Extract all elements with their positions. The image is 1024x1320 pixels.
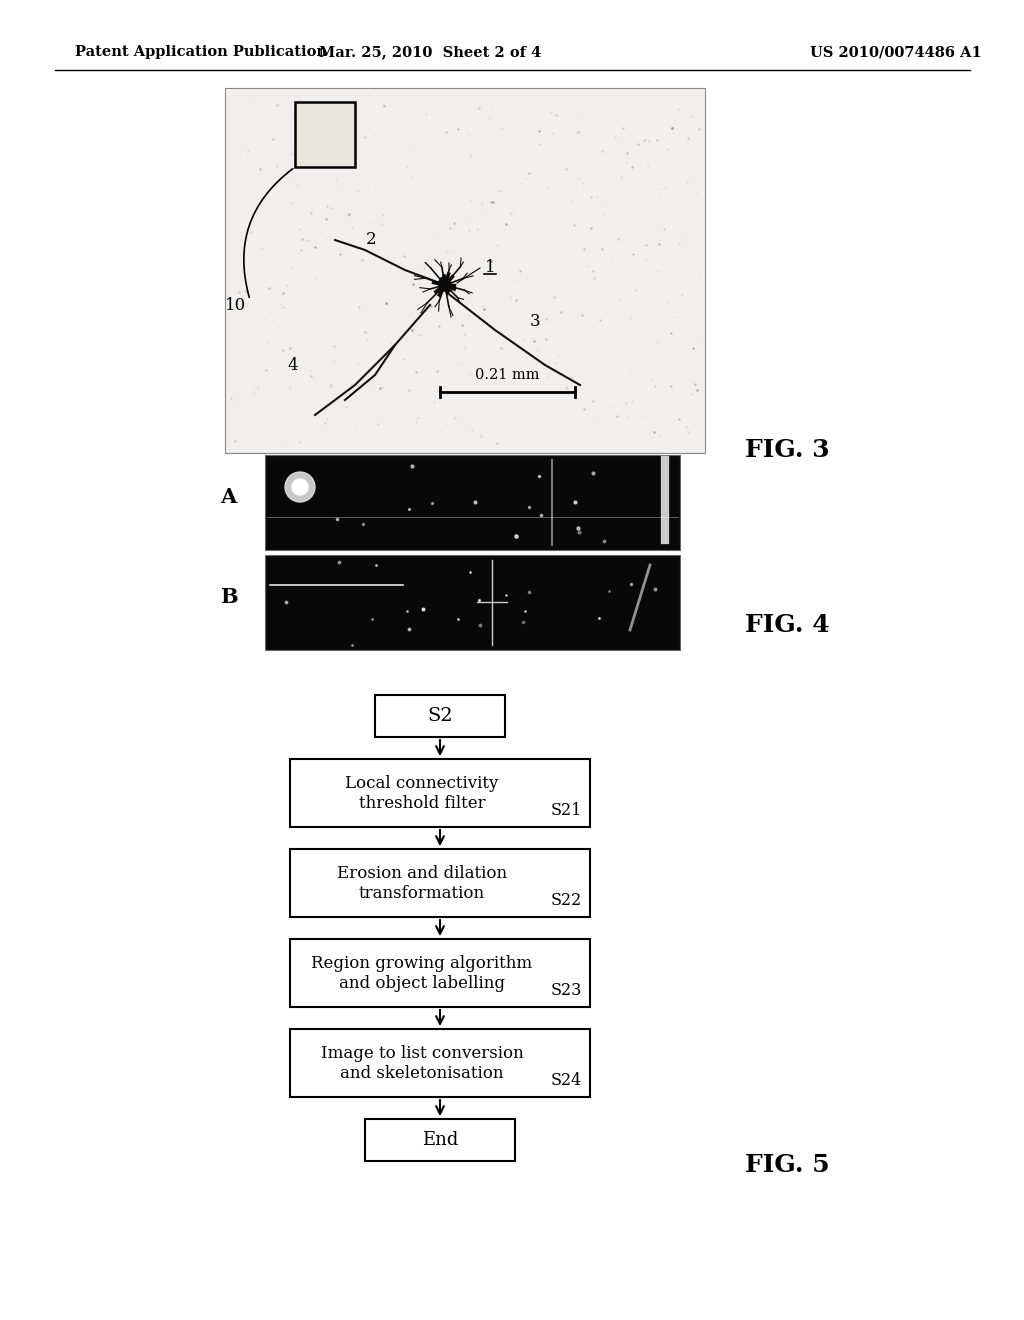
Text: End: End <box>422 1131 458 1148</box>
Text: Region growing algorithm: Region growing algorithm <box>311 954 532 972</box>
Text: and skeletonisation: and skeletonisation <box>340 1064 504 1081</box>
Bar <box>295 102 355 168</box>
Text: S23: S23 <box>551 982 582 999</box>
Bar <box>365 1119 515 1162</box>
Text: Mar. 25, 2010  Sheet 2 of 4: Mar. 25, 2010 Sheet 2 of 4 <box>318 45 541 59</box>
Text: 10: 10 <box>225 297 246 314</box>
Text: 4: 4 <box>287 358 298 375</box>
Text: S22: S22 <box>551 892 582 909</box>
Text: US 2010/0074486 A1: US 2010/0074486 A1 <box>810 45 982 59</box>
Text: transformation: transformation <box>359 884 485 902</box>
Text: S24: S24 <box>551 1072 582 1089</box>
Text: S21: S21 <box>551 803 582 818</box>
Bar <box>290 1030 590 1097</box>
Text: S2: S2 <box>427 708 453 725</box>
Text: Erosion and dilation: Erosion and dilation <box>337 865 507 882</box>
Text: Patent Application Publication: Patent Application Publication <box>75 45 327 59</box>
Text: Local connectivity: Local connectivity <box>345 775 499 792</box>
Bar <box>290 849 590 917</box>
Bar <box>265 455 680 550</box>
Bar <box>265 554 680 649</box>
Text: 2: 2 <box>366 231 377 248</box>
Circle shape <box>285 473 315 502</box>
Text: 1: 1 <box>484 260 496 276</box>
Bar <box>225 88 705 453</box>
Text: FIG. 4: FIG. 4 <box>745 612 829 638</box>
Text: 3: 3 <box>530 314 541 330</box>
Text: and object labelling: and object labelling <box>339 974 505 991</box>
Text: 0.21 mm: 0.21 mm <box>475 368 540 381</box>
Text: B: B <box>220 587 238 607</box>
Bar <box>375 696 505 737</box>
Text: FIG. 5: FIG. 5 <box>745 1152 829 1177</box>
Text: A: A <box>220 487 237 507</box>
Bar <box>290 759 590 828</box>
Text: Image to list conversion: Image to list conversion <box>321 1044 523 1061</box>
Circle shape <box>292 479 308 495</box>
Bar <box>290 939 590 1007</box>
Text: threshold filter: threshold filter <box>358 795 485 812</box>
Text: FIG. 3: FIG. 3 <box>745 438 829 462</box>
